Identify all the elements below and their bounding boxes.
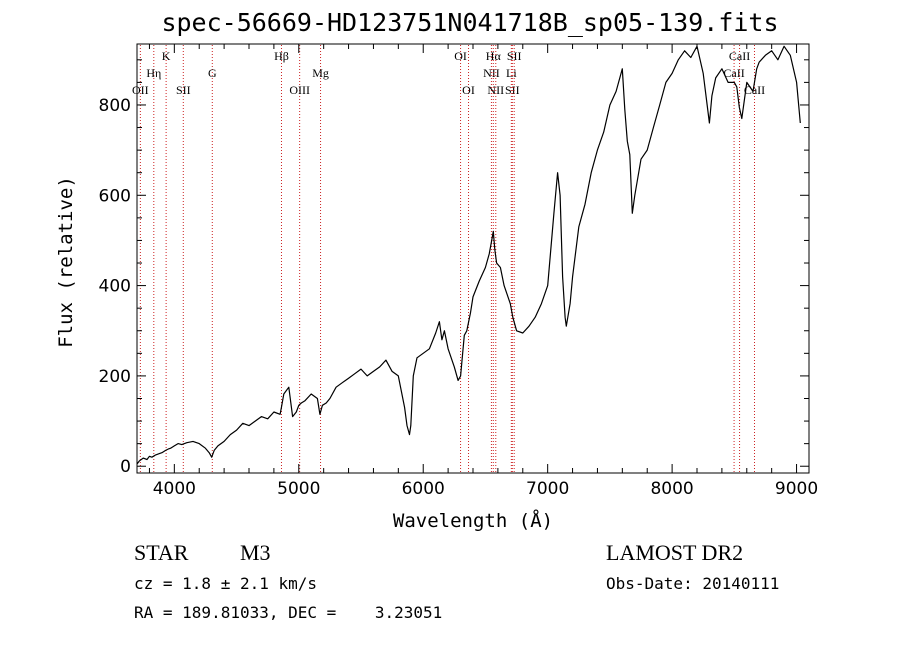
line-marker-label: Hα: [486, 49, 502, 63]
x-tick-label: 4000: [153, 479, 196, 499]
subclass-label: M3: [240, 540, 271, 565]
line-marker-label: CaII: [729, 49, 750, 63]
x-tick-label: 9000: [775, 479, 818, 499]
x-tick-label: 6000: [402, 479, 445, 499]
survey-label: LAMOST DR2: [606, 540, 744, 565]
line-marker-label: K: [162, 49, 171, 63]
chart-title: spec-56669-HD123751N041718B_sp05-139.fit…: [161, 8, 779, 37]
line-marker-label: OIII: [289, 83, 310, 97]
cz-readout: cz = 1.8 ± 2.1 km/s: [134, 574, 318, 593]
y-tick-label: 0: [120, 457, 131, 477]
x-tick-label: 5000: [277, 479, 320, 499]
line-marker-label: SII: [176, 83, 191, 97]
line-marker-label: Hβ: [274, 49, 289, 63]
line-marker-label: SII: [507, 49, 522, 63]
y-tick-label: 800: [99, 96, 131, 116]
y-tick-label: 200: [99, 367, 131, 387]
y-tick-label: 400: [99, 277, 131, 297]
y-tick-label: 600: [99, 186, 131, 206]
x-tick-label: 8000: [650, 479, 693, 499]
line-marker-label: G: [208, 66, 217, 80]
x-tick-label: 7000: [526, 479, 569, 499]
x-axis-label: Wavelength (Å): [392, 510, 554, 532]
obs-date: Obs-Date: 20140111: [606, 574, 780, 593]
line-marker-label: Li: [506, 66, 517, 80]
class-label: STAR: [134, 540, 189, 565]
line-marker-label: OI: [462, 83, 475, 97]
ra-dec-readout: RA = 189.81033, DEC = 3.23051: [134, 603, 443, 622]
line-marker-label: Hη: [146, 66, 161, 80]
line-marker-label: NII: [483, 66, 500, 80]
line-marker-label: Mg: [312, 66, 329, 80]
spectrum-series: [136, 45, 801, 465]
plot-frame: [136, 43, 810, 474]
y-axis-label: Flux (relative): [55, 176, 77, 348]
line-marker-label: SII: [505, 83, 520, 97]
spectrum-line: [136, 45, 801, 465]
line-marker-label: OII: [132, 83, 149, 97]
line-marker-label: OI: [454, 49, 467, 63]
y-axis-ticks: 0 200 400 600 800: [99, 59, 809, 477]
line-marker-label: NII: [487, 83, 504, 97]
x-axis-ticks: 4000 5000 6000 7000 8000 9000: [148, 44, 818, 499]
